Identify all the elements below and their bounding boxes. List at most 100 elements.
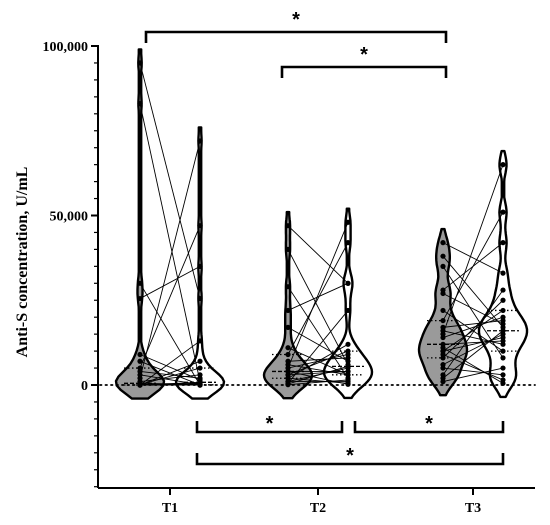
x-tick-label: T2 bbox=[310, 501, 326, 516]
y-tick-label: 50,000 bbox=[50, 210, 89, 225]
data-point bbox=[285, 351, 291, 358]
data-point bbox=[440, 253, 446, 259]
significance-star: * bbox=[266, 413, 274, 435]
data-point bbox=[197, 365, 203, 371]
data-point bbox=[500, 365, 506, 371]
data-point bbox=[500, 240, 506, 246]
paired-line bbox=[442, 255, 504, 328]
paired-line bbox=[287, 357, 349, 362]
data-point bbox=[500, 209, 506, 215]
paired-line bbox=[287, 282, 349, 311]
significance-star: * bbox=[360, 44, 368, 66]
paired-line bbox=[442, 293, 504, 325]
data-point bbox=[440, 379, 446, 385]
data-point bbox=[137, 351, 143, 358]
paired-line bbox=[139, 360, 201, 386]
paired-line bbox=[442, 354, 504, 381]
data-point bbox=[285, 246, 291, 252]
data-point bbox=[500, 287, 506, 293]
significance-bracket bbox=[195, 421, 344, 434]
paired-line bbox=[442, 330, 504, 379]
paired-line bbox=[442, 367, 504, 376]
data-point bbox=[440, 365, 446, 371]
data-point bbox=[345, 219, 351, 225]
x-tick-label: T3 bbox=[465, 501, 481, 516]
paired-lines bbox=[139, 62, 504, 386]
paired-line bbox=[442, 164, 504, 335]
data-point bbox=[137, 101, 143, 107]
data-point bbox=[285, 307, 291, 314]
data-point bbox=[137, 358, 143, 364]
paired-line bbox=[442, 316, 504, 338]
paired-line bbox=[139, 367, 201, 386]
paired-line bbox=[287, 365, 349, 385]
data-point bbox=[285, 324, 291, 330]
paired-line bbox=[139, 374, 201, 383]
significance-star: * bbox=[292, 9, 300, 31]
paired-line bbox=[287, 310, 349, 384]
paired-line bbox=[139, 370, 201, 379]
paired-line bbox=[139, 283, 201, 386]
paired-line bbox=[287, 326, 349, 362]
data-point bbox=[197, 295, 203, 302]
data-point bbox=[500, 348, 506, 354]
data-point bbox=[345, 341, 351, 347]
paired-line bbox=[287, 222, 349, 369]
violin-t2-right bbox=[322, 207, 374, 400]
paired-line bbox=[139, 62, 201, 299]
data-point bbox=[500, 297, 506, 303]
data-point bbox=[500, 372, 506, 378]
paired-line bbox=[287, 286, 349, 379]
axes: 0 50,000 100,000 T1 T2 T3 bbox=[43, 40, 536, 516]
data-point bbox=[345, 307, 351, 314]
data-point bbox=[440, 355, 446, 361]
data-point bbox=[440, 240, 446, 246]
data-point bbox=[137, 280, 143, 286]
data-point bbox=[285, 223, 291, 229]
significance-brackets: * * * * * bbox=[144, 9, 505, 467]
data-point bbox=[440, 317, 446, 324]
paired-line bbox=[139, 225, 201, 369]
data-point bbox=[197, 223, 203, 229]
paired-line bbox=[139, 140, 201, 379]
data-point bbox=[500, 355, 506, 361]
paired-line bbox=[442, 242, 504, 274]
paired-line bbox=[442, 367, 504, 383]
paired-line bbox=[287, 225, 349, 284]
paired-line bbox=[287, 242, 349, 355]
y-tick-label: 100,000 bbox=[43, 40, 89, 55]
paired-line bbox=[287, 364, 349, 376]
significance-star: * bbox=[425, 413, 433, 435]
data-point bbox=[440, 263, 446, 269]
data-point bbox=[440, 307, 446, 314]
paired-line bbox=[287, 379, 349, 386]
paired-line bbox=[139, 265, 201, 299]
y-axis-title: Anti-S concentration, U/mL bbox=[14, 167, 31, 358]
paired-line bbox=[442, 211, 504, 321]
violin-t2-left bbox=[262, 210, 314, 400]
data-point bbox=[197, 263, 203, 269]
data-point bbox=[500, 162, 506, 168]
violin-t1-right bbox=[174, 126, 226, 400]
significance-bracket bbox=[144, 30, 448, 43]
data-point bbox=[440, 290, 446, 297]
data-point bbox=[137, 60, 143, 66]
significance-star: * bbox=[346, 445, 354, 467]
data-point bbox=[197, 338, 203, 344]
paired-line bbox=[442, 310, 504, 352]
significance-bracket bbox=[195, 453, 505, 466]
data-point bbox=[500, 341, 506, 347]
paired-line bbox=[139, 340, 201, 386]
data-point bbox=[345, 240, 351, 246]
paired-line bbox=[287, 343, 349, 379]
x-tick-label: T1 bbox=[162, 501, 178, 516]
data-point bbox=[197, 138, 203, 144]
significance-bracket bbox=[280, 65, 448, 78]
data-point bbox=[500, 270, 506, 276]
paired-line bbox=[287, 249, 349, 365]
paired-line bbox=[442, 330, 504, 345]
data-point bbox=[440, 334, 446, 341]
paired-line bbox=[139, 103, 201, 382]
y-tick-label: 0 bbox=[81, 379, 88, 394]
paired-line bbox=[287, 370, 349, 376]
